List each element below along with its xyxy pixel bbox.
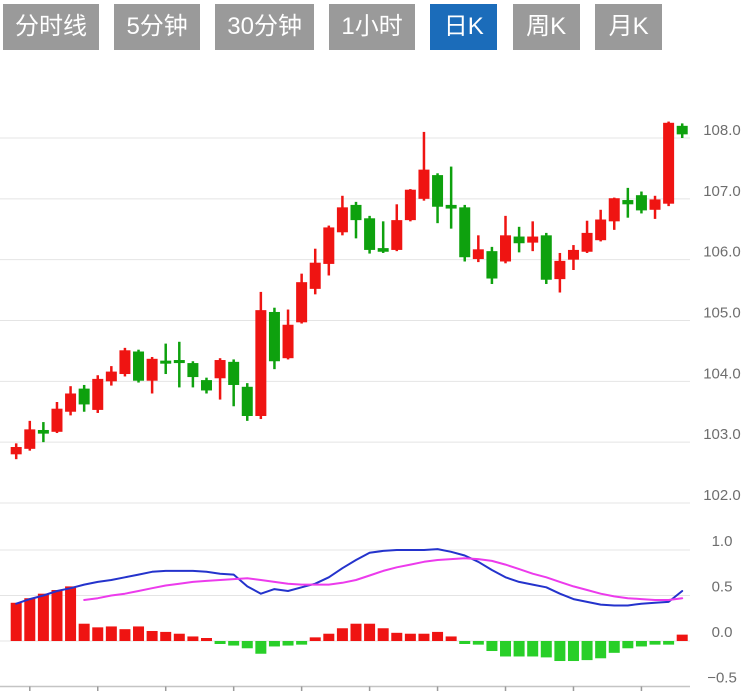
price-axis-labels: 108.0 107.0 106.0 105.0 104.0 103.0 102.0 xyxy=(703,122,741,504)
tab-timeline[interactable]: 分时线 xyxy=(3,4,99,50)
svg-text:0.5: 0.5 xyxy=(712,579,733,596)
tab-monthly-k[interactable]: 月K xyxy=(595,4,663,50)
macd-gridlines xyxy=(0,549,690,642)
svg-text:102.0: 102.0 xyxy=(703,487,741,504)
svg-text:−0.5: −0.5 xyxy=(707,670,737,687)
candlesticks xyxy=(10,121,688,460)
tab-1hour[interactable]: 1小时 xyxy=(329,4,415,50)
svg-text:108.0: 108.0 xyxy=(703,122,741,139)
svg-text:104.0: 104.0 xyxy=(703,365,741,382)
svg-text:103.0: 103.0 xyxy=(703,426,741,443)
timeframe-toolbar: 分时线 5分钟 30分钟 1小时 日K 周K 月K xyxy=(3,4,673,50)
macd-axis-labels: 1.0 0.5 0.0 −0.5 xyxy=(707,533,737,687)
macd-dea-line xyxy=(83,557,684,601)
tab-weekly-k[interactable]: 周K xyxy=(512,4,580,50)
svg-text:105.0: 105.0 xyxy=(703,304,741,321)
svg-text:107.0: 107.0 xyxy=(703,183,741,200)
svg-text:0.0: 0.0 xyxy=(712,624,733,641)
macd-dif-line xyxy=(15,548,684,607)
price-gridlines xyxy=(0,137,690,504)
svg-text:106.0: 106.0 xyxy=(703,244,741,261)
macd-histogram xyxy=(10,586,688,662)
svg-text:1.0: 1.0 xyxy=(712,533,733,550)
tab-5min[interactable]: 5分钟 xyxy=(114,4,200,50)
tab-30min[interactable]: 30分钟 xyxy=(215,4,314,50)
x-axis xyxy=(0,685,690,691)
tab-daily-k[interactable]: 日K xyxy=(430,4,498,50)
